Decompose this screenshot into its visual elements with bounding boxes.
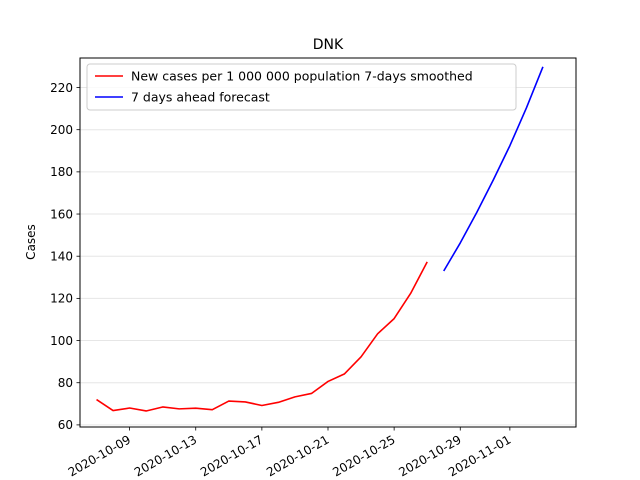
legend: New cases per 1 000 000 population 7-day… xyxy=(86,63,517,111)
y-tick-label: 220 xyxy=(50,81,73,95)
y-tick-label: 120 xyxy=(50,292,73,306)
y-axis: 60 80 100 120 140 160 180 200 220 xyxy=(50,81,80,432)
legend-label-forecast: 7 days ahead forecast xyxy=(131,90,270,105)
series-line-cases xyxy=(96,261,428,412)
y-tick-label: 180 xyxy=(50,165,73,179)
series-lines xyxy=(96,66,544,412)
y-tick-label: 160 xyxy=(50,207,73,221)
y-tick-label: 100 xyxy=(50,334,73,348)
y-tick-label: 140 xyxy=(50,250,73,264)
y-tick-label: 60 xyxy=(58,418,73,432)
series-line-forecast xyxy=(443,66,544,272)
y-axis-label: Cases xyxy=(24,224,38,260)
legend-label-cases: New cases per 1 000 000 population 7-day… xyxy=(131,69,473,84)
chart-title: DNK xyxy=(313,37,344,53)
y-tick-label: 80 xyxy=(58,376,73,390)
legend-box xyxy=(86,63,517,111)
y-tick-label: 200 xyxy=(50,123,73,137)
